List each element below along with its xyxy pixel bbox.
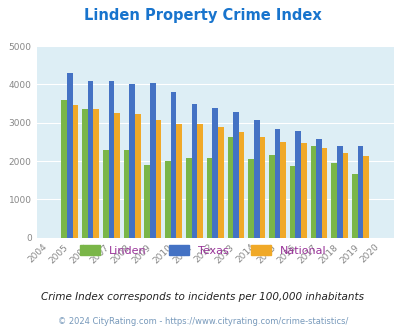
Bar bbox=[253, 120, 259, 238]
Text: Linden Property Crime Index: Linden Property Crime Index bbox=[84, 8, 321, 23]
Bar bbox=[155, 120, 161, 238]
Bar bbox=[134, 114, 140, 238]
Bar bbox=[150, 83, 155, 238]
Bar bbox=[87, 82, 93, 238]
Bar bbox=[72, 105, 78, 238]
Text: Crime Index corresponds to incidents per 100,000 inhabitants: Crime Index corresponds to incidents per… bbox=[41, 292, 364, 302]
Bar bbox=[124, 150, 129, 238]
Bar bbox=[321, 148, 327, 238]
Text: © 2024 CityRating.com - https://www.cityrating.com/crime-statistics/: © 2024 CityRating.com - https://www.city… bbox=[58, 317, 347, 326]
Bar bbox=[330, 163, 336, 238]
Bar bbox=[61, 100, 67, 238]
Bar bbox=[274, 128, 279, 238]
Bar bbox=[171, 92, 176, 238]
Bar bbox=[232, 113, 238, 238]
Bar bbox=[197, 124, 202, 238]
Bar bbox=[129, 84, 134, 238]
Bar bbox=[315, 139, 321, 238]
Bar bbox=[289, 166, 295, 238]
Bar bbox=[67, 73, 72, 238]
Bar bbox=[310, 146, 315, 238]
Bar bbox=[114, 113, 119, 238]
Bar bbox=[144, 165, 150, 238]
Bar bbox=[206, 158, 212, 238]
Bar bbox=[93, 109, 99, 238]
Bar bbox=[165, 161, 171, 238]
Bar bbox=[342, 153, 347, 238]
Bar bbox=[259, 137, 264, 238]
Legend: Linden, Texas, National: Linden, Texas, National bbox=[75, 241, 330, 260]
Bar bbox=[185, 158, 191, 238]
Bar bbox=[351, 174, 357, 238]
Bar bbox=[227, 137, 232, 238]
Bar bbox=[217, 127, 223, 238]
Bar bbox=[108, 81, 114, 238]
Bar bbox=[248, 159, 253, 238]
Bar bbox=[357, 146, 362, 238]
Bar bbox=[212, 108, 217, 238]
Bar bbox=[238, 132, 244, 238]
Bar bbox=[176, 124, 181, 238]
Bar bbox=[269, 155, 274, 238]
Bar bbox=[295, 131, 301, 238]
Bar bbox=[279, 142, 285, 238]
Bar bbox=[191, 104, 197, 238]
Bar bbox=[301, 143, 306, 238]
Bar bbox=[336, 146, 342, 238]
Bar bbox=[82, 109, 87, 238]
Bar bbox=[362, 156, 368, 238]
Bar bbox=[102, 149, 108, 238]
